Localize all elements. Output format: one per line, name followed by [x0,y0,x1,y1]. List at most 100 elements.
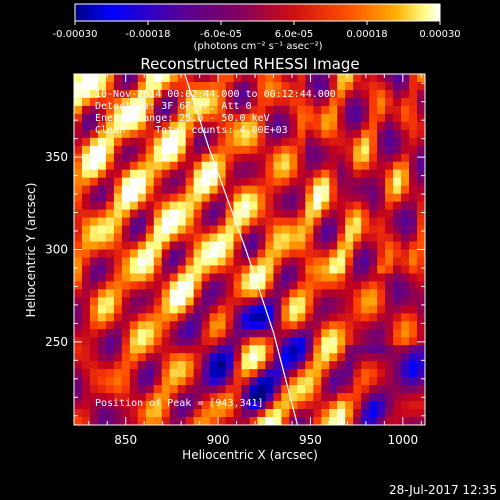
heatmap-cell [177,321,187,330]
heatmap-cell [353,233,362,242]
heatmap-cell [321,233,330,242]
heatmap-cell [337,209,346,218]
heatmap-cell [89,361,99,370]
heatmap-cell [257,233,266,242]
heatmap-cell [281,233,290,242]
heatmap-cell [241,145,250,155]
heatmap-cell [401,417,410,425]
heatmap-cell [137,281,147,290]
heatmap-cell [153,345,163,354]
heatmap-cell [313,281,322,290]
heatmap-cell [401,361,410,370]
heatmap-cell [193,249,203,258]
heatmap-cell [289,81,298,91]
heatmap-cell [97,97,107,107]
heatmap-cell [161,105,171,115]
heatmap-cell [89,329,99,338]
heatmap-cell [233,345,242,354]
heatmap-cell [137,74,147,83]
heatmap-cell [337,409,346,418]
heatmap-cell [361,401,370,410]
heatmap-cell [177,233,187,242]
heatmap-cell [289,337,298,346]
heatmap-cell [169,241,179,250]
heatmap-cell [137,89,147,99]
heatmap-cell [289,201,298,211]
heatmap-cell [321,353,330,362]
heatmap-cell [393,233,402,242]
heatmap-cell [249,409,258,418]
heatmap-cell [385,385,394,394]
heatmap-cell [257,105,266,115]
heatmap-cell [105,377,115,386]
heatmap-cell [153,361,163,370]
heatmap-cell [313,257,322,266]
heatmap-cell [321,369,330,378]
heatmap-cell [225,209,234,218]
heatmap-cell [377,169,386,179]
heatmap-cell [273,105,282,115]
heatmap-cell [329,417,338,425]
heatmap-cell [74,137,83,147]
heatmap-cell [217,417,226,425]
heatmap-cell [281,313,290,322]
heatmap-cell [169,273,179,282]
heatmap-cell [297,409,306,418]
heatmap-cell [97,313,107,322]
heatmap-cell [153,153,163,163]
heatmap-cell [361,313,370,322]
heatmap-cell [121,369,131,378]
heatmap-cell [281,145,290,155]
heatmap-cell [89,185,99,195]
heatmap-cell [353,121,362,131]
heatmap-cell [233,225,242,234]
heatmap-cell [161,241,171,250]
heatmap-cell [153,337,163,346]
heatmap-cell [209,305,218,314]
heatmap-cell [401,297,410,306]
heatmap-cell [289,377,298,386]
heatmap-cell [89,241,99,250]
heatmap-cell [305,385,314,394]
heatmap-cell [345,97,354,107]
heatmap-cell [121,233,131,242]
heatmap-cell [201,377,211,386]
heatmap-cell [265,353,274,362]
heatmap-cell [345,185,354,195]
heatmap-cell [369,369,378,378]
heatmap-cell [233,185,242,195]
heatmap-cell [97,129,107,139]
heatmap-cell [393,265,402,274]
heatmap-cell [129,209,139,218]
heatmap-cell [409,225,418,234]
heatmap-cell [297,105,306,115]
heatmap-cell [417,201,425,211]
heatmap-cell [297,305,306,314]
heatmap-cell [313,241,322,250]
heatmap-cell [305,369,314,378]
heatmap-cell [113,273,123,282]
heatmap-cell [265,193,274,203]
heatmap-cell [129,409,139,418]
heatmap-cell [281,369,290,378]
heatmap-cell [297,217,306,226]
heatmap-cell [321,169,330,179]
heatmap-cell [81,385,91,394]
heatmap-cell [233,249,242,258]
heatmap-cell [169,289,179,298]
heatmap-cell [337,377,346,386]
heatmap-cell [217,129,226,139]
heatmap-cell [401,105,410,115]
heatmap-cell [305,225,314,234]
heatmap-cell [241,81,250,91]
heatmap-cell [409,257,418,266]
heatmap-cell [393,353,402,362]
heatmap-cell [321,201,330,211]
heatmap-cell [89,393,99,402]
heatmap-cell [377,161,386,171]
heatmap-cell [417,113,425,123]
heatmap-cell [81,297,91,306]
heatmap-cell [81,361,91,370]
heatmap-cell [265,297,274,306]
heatmap-cell [257,193,266,203]
